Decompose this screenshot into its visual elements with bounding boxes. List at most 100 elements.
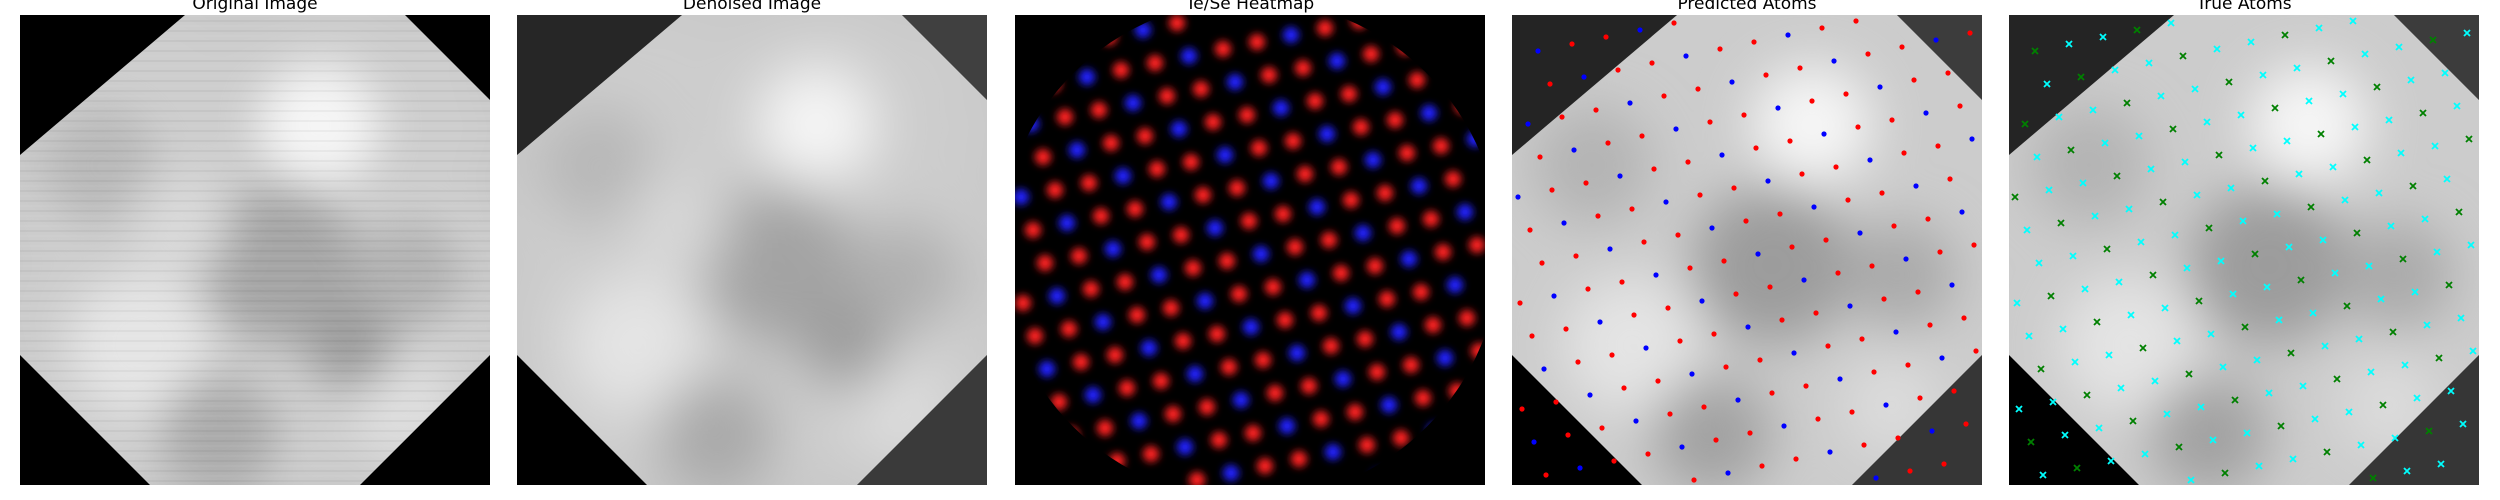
predicted-te-atom xyxy=(1723,364,1728,369)
te-heat-spot xyxy=(1239,107,1255,123)
se-heat-spot xyxy=(1161,194,1177,210)
predicted-te-atom xyxy=(1629,206,1634,211)
se-heat-spot xyxy=(1447,277,1463,293)
predicted-te-atom xyxy=(1553,399,1558,404)
panel-predicted-atoms: Predicted Atoms xyxy=(1512,0,1982,500)
predicted-te-atom xyxy=(1707,119,1712,124)
te-heat-spot xyxy=(1403,357,1419,373)
te-heat-spot xyxy=(1423,211,1439,227)
predicted-te-atom xyxy=(1963,421,1968,426)
predicted-te-atom xyxy=(1649,60,1654,65)
predicted-te-atom xyxy=(1603,34,1608,39)
predicted-te-atom xyxy=(1759,463,1764,468)
predicted-te-atom xyxy=(1825,343,1830,348)
predicted-te-atom xyxy=(1519,406,1524,411)
predicted-te-atom xyxy=(1569,41,1574,46)
predicted-se-atom xyxy=(1531,439,1536,444)
se-heat-spot xyxy=(1253,246,1269,262)
predicted-se-atom xyxy=(1617,173,1622,178)
te-heat-spot xyxy=(1359,437,1375,453)
predicted-se-atom xyxy=(1959,209,1964,214)
te-heat-spot xyxy=(1413,284,1429,300)
predicted-te-atom xyxy=(1813,310,1818,315)
te-heat-spot xyxy=(1129,307,1145,323)
se-heat-spot xyxy=(1279,418,1295,434)
te-heat-spot xyxy=(1193,81,1209,97)
predicted-se-atom xyxy=(1653,272,1658,277)
te-heat-spot xyxy=(1425,317,1441,333)
predicted-se-atom xyxy=(1969,136,1974,141)
te-heat-spot xyxy=(1389,218,1405,234)
predicted-te-atom xyxy=(1819,25,1824,30)
predicted-te-atom xyxy=(1621,385,1626,390)
predicted-te-atom xyxy=(1935,143,1940,148)
te-heat-spot xyxy=(1295,60,1311,76)
predicted-te-atom xyxy=(1973,348,1978,353)
predicted-se-atom xyxy=(1535,48,1540,53)
predicted-te-atom xyxy=(1937,249,1942,254)
te-heat-spot xyxy=(1267,385,1283,401)
te-heat-spot xyxy=(1415,390,1431,406)
se-heat-spot xyxy=(1325,444,1341,460)
te-heat-spot xyxy=(1369,364,1385,380)
predicted-te-atom xyxy=(1779,317,1784,322)
predicted-se-atom xyxy=(1637,27,1642,32)
predicted-te-atom xyxy=(1711,331,1716,336)
te-heat-spot xyxy=(1143,446,1159,462)
se-heat-spot xyxy=(1187,366,1203,382)
te-heat-spot xyxy=(1173,227,1189,243)
te-heat-spot xyxy=(1277,312,1293,328)
predicted-te-atom xyxy=(1927,322,1932,327)
predicted-se-atom xyxy=(1801,277,1806,282)
se-heat-spot xyxy=(1319,126,1335,142)
te-heat-spot xyxy=(1469,237,1485,253)
se-heat-spot xyxy=(1309,199,1325,215)
panel-title-original: Original Image xyxy=(20,0,490,14)
te-heat-spot xyxy=(1249,34,1265,50)
predicted-te-atom xyxy=(1751,39,1756,44)
predicted-te-atom xyxy=(1651,166,1656,171)
se-heat-spot xyxy=(1115,168,1131,184)
predicted-se-atom xyxy=(1571,147,1576,152)
se-heat-spot xyxy=(1401,251,1417,267)
predicted-se-atom xyxy=(1857,230,1862,235)
predicted-se-atom xyxy=(1663,199,1668,204)
predicted-te-atom xyxy=(1695,86,1700,91)
te-heat-spot xyxy=(1435,244,1451,260)
se-heat-spot xyxy=(1391,324,1407,340)
predicted-se-atom xyxy=(1627,100,1632,105)
predicted-se-atom xyxy=(1551,293,1556,298)
te-heat-spot xyxy=(1363,46,1379,62)
predicted-se-atom xyxy=(1689,371,1694,376)
predicted-se-atom xyxy=(1867,157,1872,162)
predicted-te-atom xyxy=(1879,190,1884,195)
te-heat-spot xyxy=(1199,399,1215,415)
te-heat-spot xyxy=(1107,347,1123,363)
te-heat-spot xyxy=(1073,354,1089,370)
predicted-te-atom xyxy=(1537,154,1542,159)
predicted-te-atom xyxy=(1767,284,1772,289)
se-heat-spot xyxy=(1289,345,1305,361)
predicted-te-atom xyxy=(1731,185,1736,190)
se-heat-spot xyxy=(1177,439,1193,455)
se-heat-spot xyxy=(1375,79,1391,95)
predicted-te-atom xyxy=(1971,242,1976,247)
se-heat-spot xyxy=(1335,371,1351,387)
predicted-se-atom xyxy=(1719,152,1724,157)
te-heat-spot xyxy=(1117,274,1133,290)
te-heat-spot xyxy=(1185,260,1201,276)
se-heat-spot xyxy=(1217,147,1233,163)
predicted-te-atom xyxy=(1809,98,1814,103)
se-heat-spot xyxy=(1125,95,1141,111)
predicted-te-atom xyxy=(1517,300,1522,305)
te-heat-spot xyxy=(1103,135,1119,151)
predicted-te-atom xyxy=(1769,390,1774,395)
predicted-te-atom xyxy=(1529,333,1534,338)
te-heat-spot xyxy=(1321,232,1337,248)
predicted-te-atom xyxy=(1543,472,1548,477)
predicted-te-atom xyxy=(1961,315,1966,320)
predicted-te-atom xyxy=(1859,336,1864,341)
te-heat-spot xyxy=(1165,406,1181,422)
predicted-te-atom xyxy=(1697,192,1702,197)
se-heat-spot xyxy=(1273,100,1289,116)
